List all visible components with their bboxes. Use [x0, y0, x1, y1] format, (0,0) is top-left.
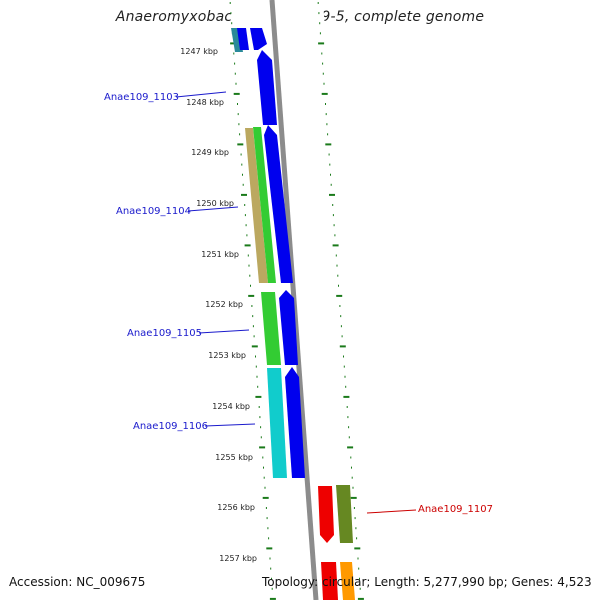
- leader-anae109-1107: [366, 509, 417, 514]
- kbp-label: 1254 kbp: [212, 402, 250, 411]
- kbp-label: 1247 kbp: [180, 47, 218, 56]
- gene-red-bottom: [321, 562, 338, 600]
- topology-text: Topology: circular; Length: 5,277,990 bp…: [262, 575, 592, 589]
- kbp-label: 1255 kbp: [215, 453, 253, 462]
- gene-anae109-1105: [261, 292, 281, 365]
- kbp-label: 1256 kbp: [217, 503, 255, 512]
- gene-label-anae109-1105[interactable]: Anae109_1105: [127, 328, 202, 339]
- gene-label-anae109-1103[interactable]: Anae109_1103: [104, 92, 179, 103]
- gene-label-anae109-1107[interactable]: Anae109_1107: [418, 504, 493, 515]
- gene-anae109-1103: [257, 50, 277, 125]
- leader-anae109-1105: [198, 329, 250, 334]
- inner-tick-marks: [317, 2, 364, 600]
- leader-anae109-1104: [187, 206, 239, 212]
- gene-label-leaders: [175, 91, 417, 514]
- kbp-label: 1251 kbp: [201, 250, 239, 259]
- gene-olive-1107: [336, 485, 353, 543]
- gene-anae109-1104-tan: [245, 128, 268, 283]
- kbp-label: 1252 kbp: [205, 300, 243, 309]
- kbp-label: 1257 kbp: [219, 554, 257, 563]
- kbp-label: 1248 kbp: [186, 98, 224, 107]
- gene-features: [231, 28, 355, 600]
- gene-anae109-1104: [253, 127, 276, 283]
- gene-blue-1104-right: [264, 125, 293, 283]
- gene-orange-bottom: [340, 562, 355, 600]
- gene-blue-top-right: [250, 28, 267, 50]
- accession-text: Accession: NC_009675: [9, 575, 146, 589]
- outer-tick-marks: [229, 2, 276, 600]
- gene-label-anae109-1106[interactable]: Anae109_1106: [133, 421, 208, 432]
- kbp-label: 1250 kbp: [196, 199, 234, 208]
- gene-blue-top-left: [237, 28, 249, 50]
- leader-anae109-1106: [204, 423, 256, 427]
- gene-blue-1106-right: [285, 367, 305, 478]
- gene-anae109-1107: [318, 486, 334, 543]
- gene-label-anae109-1104[interactable]: Anae109_1104: [116, 206, 191, 217]
- kbp-labels: 1247 kbp 1248 kbp 1249 kbp 1250 kbp 1251…: [180, 47, 257, 563]
- leader-anae109-1103: [175, 91, 227, 98]
- gene-blue-1105-right: [279, 290, 298, 365]
- kbp-label: 1253 kbp: [208, 351, 246, 360]
- gene-anae109-1106: [267, 368, 287, 478]
- map-band: [230, 0, 364, 600]
- gene-labels: Anae109_1103 Anae109_1104 Anae109_1105 A…: [104, 92, 493, 515]
- kbp-label: 1249 kbp: [191, 148, 229, 157]
